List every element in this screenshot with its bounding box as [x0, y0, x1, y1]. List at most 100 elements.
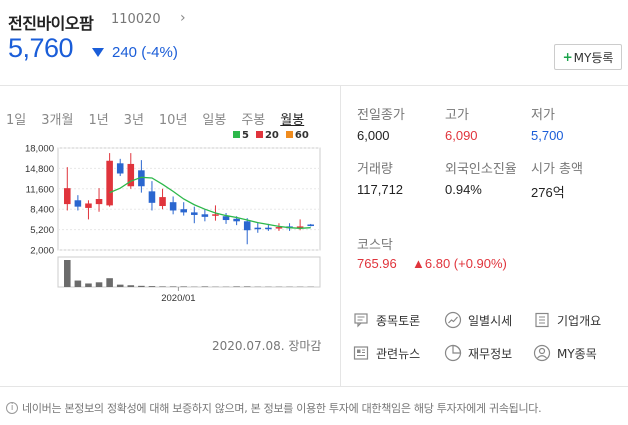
period-tab[interactable]: 주봉 [241, 113, 266, 128]
candle-body [265, 227, 272, 230]
volume-bar [201, 286, 209, 287]
period-tab[interactable]: 1일 [6, 113, 27, 128]
my-stocks-label: MY종목 [557, 346, 597, 361]
legend-label: 60 [294, 130, 309, 141]
news-link-label: 관련뉴스 [376, 346, 421, 361]
x-tick-label: 2020/01 [161, 293, 195, 304]
financial-info-link[interactable]: 재무정보 [444, 344, 512, 362]
price-chart[interactable]: 18,000 14,800 11,600 8,400 5,200 2,000 2020/01 [10, 141, 322, 355]
candle-body [275, 227, 283, 229]
period-tab[interactable]: 1년 [88, 113, 109, 128]
y-tick-label: 8,400 [30, 205, 54, 216]
my-stocks-link[interactable]: MY종목 [533, 344, 597, 362]
news-link[interactable]: 관련뉴스 [352, 344, 420, 362]
company-overview-link[interactable]: 기업개요 [533, 311, 601, 329]
forum-link-label: 종목토론 [376, 313, 421, 328]
legend-swatch [255, 131, 263, 138]
candle-body [85, 203, 92, 208]
period-tab[interactable]: 월봉 [280, 113, 305, 128]
period-tab[interactable]: 10년 [158, 113, 188, 128]
stat-value: 117,712 [357, 182, 404, 197]
candle-body [233, 218, 240, 222]
candle-body [159, 197, 166, 207]
quick-links: 종목토론 일별시세 기업개요 관련뉴스 재무정보 MY종목 [352, 311, 622, 371]
candle-body [243, 221, 251, 231]
volume-bar [233, 286, 240, 287]
legend-swatch [285, 131, 293, 138]
candle-body [222, 216, 230, 221]
pie-chart-icon [444, 344, 462, 362]
chevron-right-icon[interactable]: › [180, 10, 186, 26]
daily-price-link[interactable]: 일별시세 [444, 311, 512, 329]
stat-value: 5,700 [531, 128, 564, 143]
volume-bar [169, 286, 177, 287]
divider [340, 86, 341, 386]
info-icon: i [6, 402, 18, 414]
candle-body [254, 227, 262, 230]
volume-bar [243, 286, 251, 287]
candle-body [191, 212, 198, 215]
period-tab[interactable]: 3개월 [41, 113, 74, 128]
candle-body [180, 209, 187, 213]
legend-item: 5 [233, 130, 249, 141]
volume-bar [159, 286, 166, 287]
legend-item: 20 [255, 130, 279, 141]
forum-link[interactable]: 종목토론 [352, 311, 420, 329]
stat-label: 거래량 [357, 162, 393, 177]
candle-body [138, 170, 145, 187]
period-tab[interactable]: 일봉 [202, 113, 227, 128]
volume-bar [127, 285, 135, 287]
volume-bar [74, 280, 82, 287]
candle-body [116, 163, 124, 174]
stat-value: 6,090 [445, 128, 478, 143]
ma-legend: 5 20 60 [233, 130, 309, 141]
plus-icon: + [562, 50, 573, 64]
candle-body [106, 160, 113, 206]
price-change: 240 (-4%) [112, 44, 178, 61]
volume-bar [116, 284, 124, 287]
stat-label: 외국인소진율 [445, 162, 517, 177]
stat-label: 전일종가 [357, 108, 405, 123]
divider [0, 386, 628, 387]
current-price: 5,760 [8, 33, 74, 63]
stat-value: 6,000 [357, 128, 390, 143]
candle-body [212, 214, 219, 216]
legend-swatch [233, 131, 240, 138]
stat-market-cap: 시가 총액 276억 [531, 162, 583, 201]
kosdaq-change: ▲6.80 (+0.90%) [412, 256, 507, 271]
my-register-button[interactable]: + MY등록 [554, 44, 622, 70]
volume-area [57, 256, 321, 288]
stat-label: 저가 [531, 108, 555, 123]
trend-chart-icon [444, 311, 462, 329]
divider [0, 85, 628, 86]
volume-bar [95, 282, 103, 287]
y-tick-label: 11,600 [26, 184, 54, 195]
stock-name[interactable]: 전진바이오팜 [8, 14, 94, 33]
document-list-icon [533, 311, 551, 329]
y-tick-label: 14,800 [25, 164, 54, 175]
volume-bar [106, 278, 113, 287]
stat-prev-close: 전일종가 6,000 [357, 108, 405, 143]
candle-body [307, 224, 314, 227]
down-triangle-icon [92, 48, 104, 57]
company-overview-label: 기업개요 [557, 313, 602, 328]
disclaimer: i 네이버는 본정보의 정확성에 대해 보증하지 않으며, 본 정보를 이용한 … [6, 400, 542, 416]
stat-foreign: 외국인소진율 0.94% [445, 162, 517, 197]
speech-bubble-icon [352, 311, 370, 329]
legend-label: 5 [242, 130, 249, 141]
period-tab[interactable]: 3년 [123, 113, 144, 128]
chart-svg: 18,000 14,800 11,600 8,400 5,200 2,000 2020/01 [25, 144, 321, 304]
volume-bar [85, 283, 92, 287]
candle-body [148, 191, 156, 203]
volume-bar [64, 260, 71, 287]
y-tick-label: 5,200 [30, 225, 54, 236]
stat-volume: 거래량 117,712 [357, 162, 403, 197]
candle-body [64, 188, 71, 205]
stat-label: 고가 [445, 108, 469, 123]
user-icon [533, 344, 551, 362]
disclaimer-text: 네이버는 본정보의 정확성에 대해 보증하지 않으며, 본 정보를 이용한 투자… [22, 402, 542, 415]
y-tick-label: 18,000 [25, 144, 54, 155]
stat-value: 0.94% [445, 182, 482, 197]
volume-bar [138, 285, 145, 287]
stat-low: 저가 5,700 [531, 108, 564, 143]
